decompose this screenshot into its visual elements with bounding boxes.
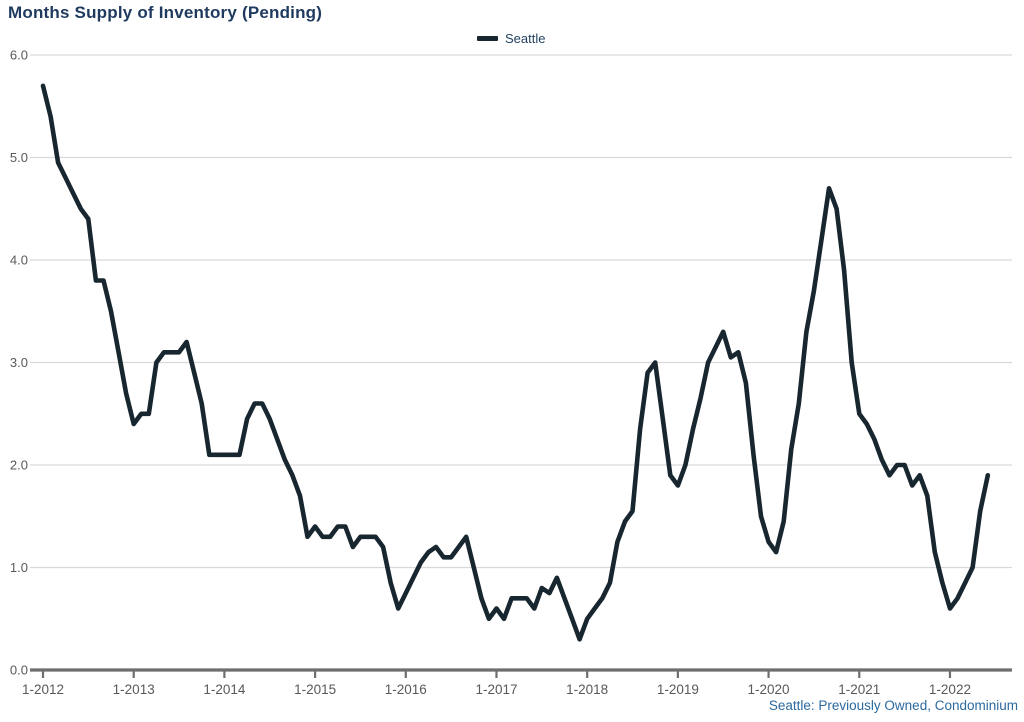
y-axis-label: 2.0 — [10, 458, 28, 473]
seattle-series-swatch — [477, 36, 498, 41]
y-axis-label: 3.0 — [10, 355, 28, 370]
y-axis-label: 4.0 — [10, 253, 28, 268]
y-axis-label: 5.0 — [10, 150, 28, 165]
legend: Seattle — [477, 31, 545, 46]
x-axis-label: 1-2019 — [657, 682, 699, 697]
chart-title: Months Supply of Inventory (Pending) — [8, 3, 323, 22]
x-axis-label: 1-2013 — [113, 682, 155, 697]
x-axis-label: 1-2017 — [475, 682, 517, 697]
x-axis-label: 1-2014 — [203, 682, 246, 697]
legend-label: Seattle — [505, 31, 546, 46]
x-axis-label: 1-2012 — [22, 682, 64, 697]
seattle-series-line — [40, 83, 991, 642]
y-axis-label: 1.0 — [10, 560, 28, 575]
x-axis-label: 1-2015 — [294, 682, 336, 697]
x-axis-label: 1-2018 — [566, 682, 608, 697]
x-axis-label: 1-2016 — [385, 682, 427, 697]
x-axis-label: 1-2021 — [838, 682, 880, 697]
y-axis-label: 6.0 — [10, 48, 28, 63]
x-axis-label: 1-2022 — [929, 682, 971, 697]
x-axis-label: 1-2020 — [748, 682, 790, 697]
footnote: Seattle: Previously Owned, Condominium — [768, 698, 1018, 713]
y-axis-label: 0.0 — [10, 663, 28, 678]
